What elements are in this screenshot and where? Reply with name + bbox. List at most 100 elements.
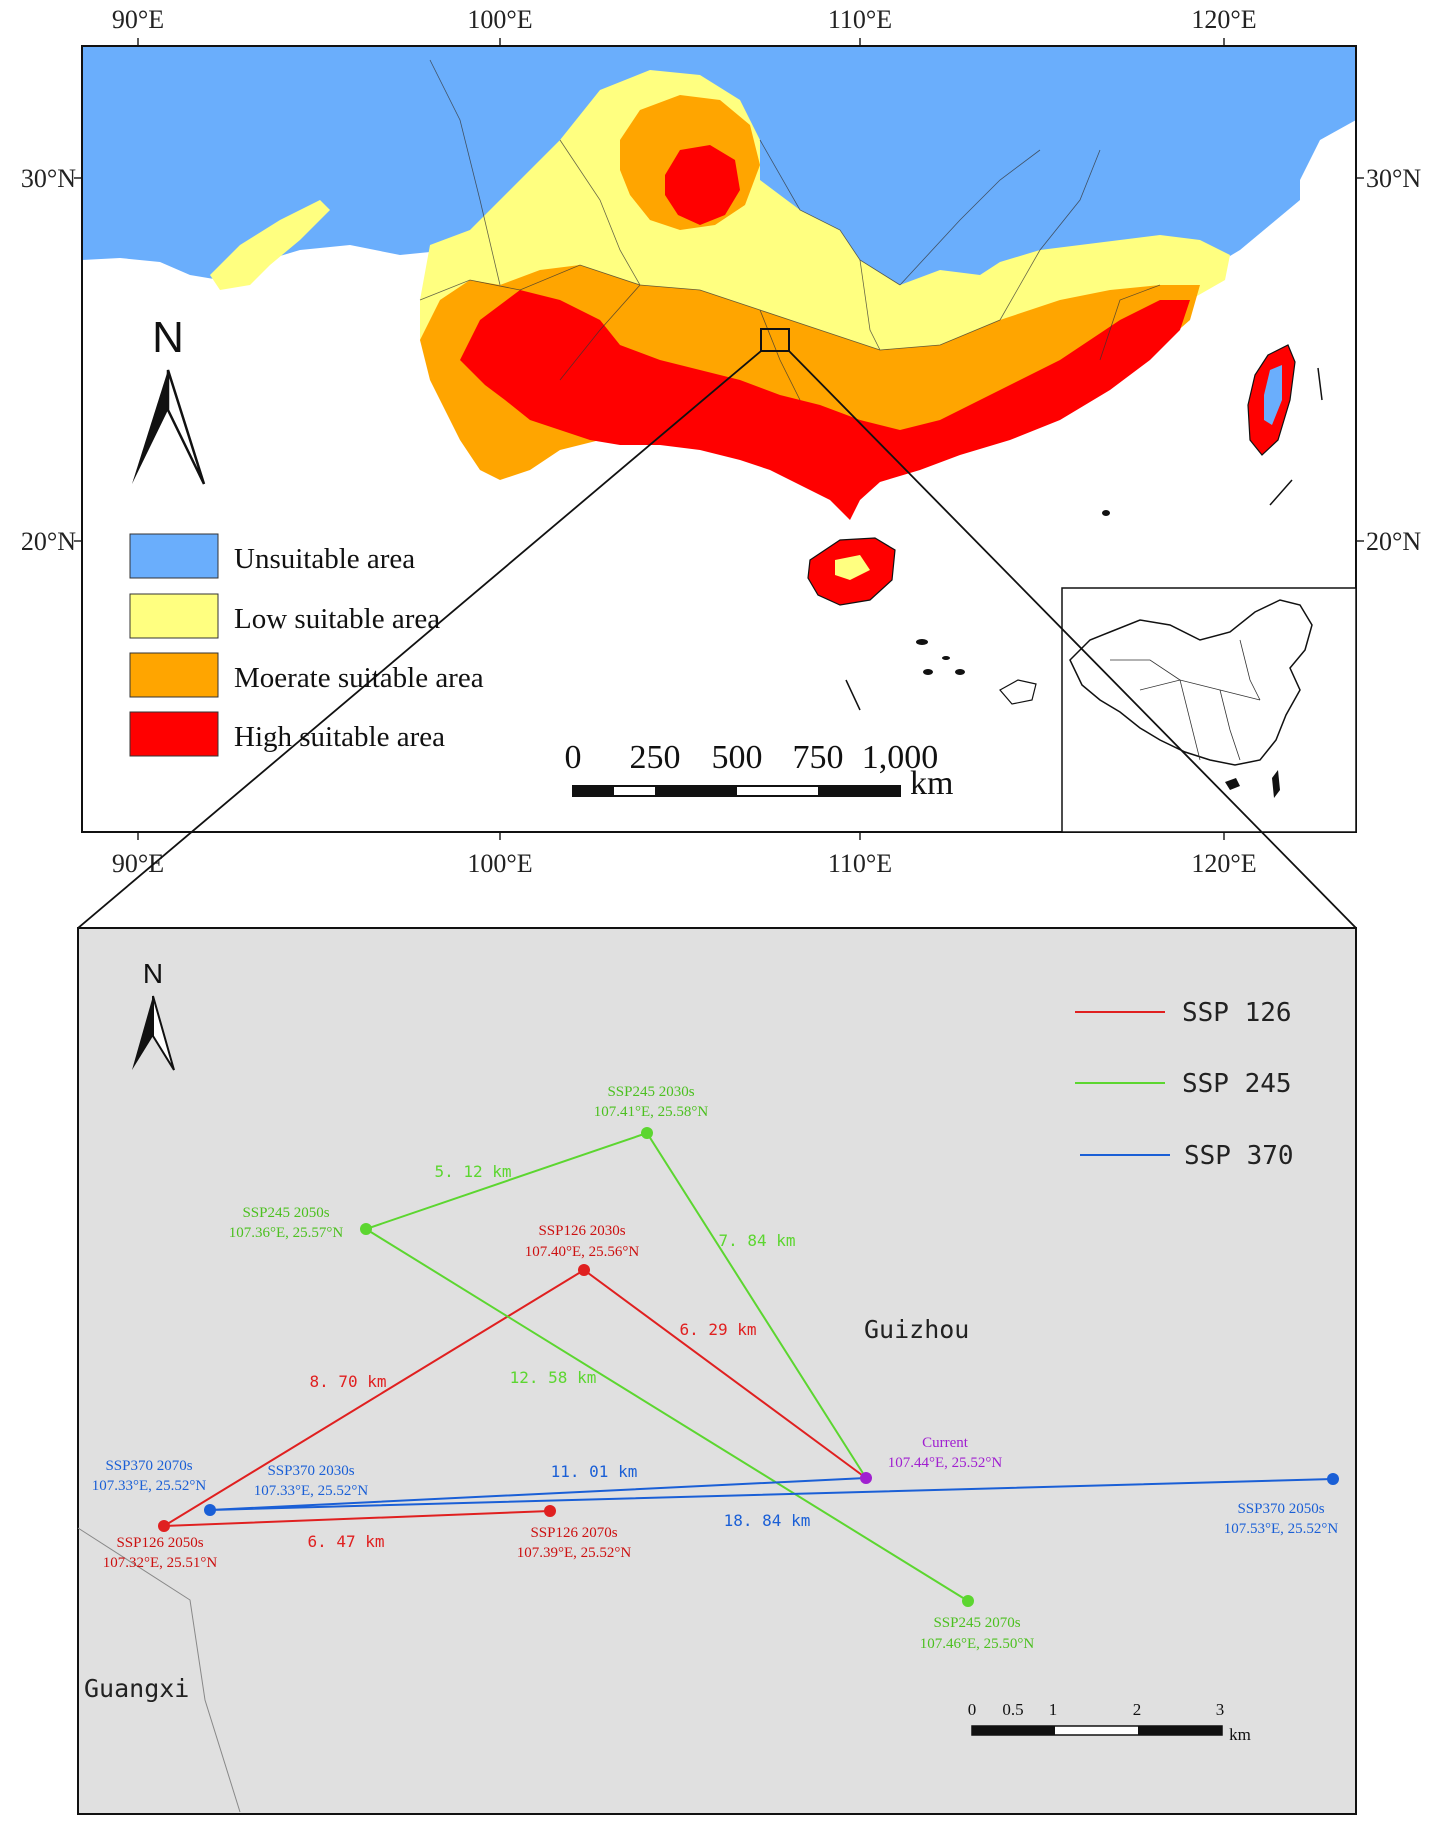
zoom-connectors	[77, 350, 1357, 929]
zoom-connector-left	[77, 350, 762, 929]
label-ssp370-2030-name: SSP370 2030s	[267, 1463, 354, 1479]
legend-swatch-moderate	[129, 652, 219, 698]
label-ssp370-2070-name: SSP370 2070s	[105, 1458, 192, 1474]
guangxi-border	[77, 1527, 241, 1813]
point-ssp126-2030	[578, 1264, 590, 1276]
high-north	[665, 145, 740, 225]
label-ssp126-2030-name: SSP126 2030s	[538, 1223, 625, 1239]
point-ssp126-2050	[158, 1520, 170, 1532]
lon-label-top-100: 100°E	[467, 5, 532, 34]
inset-hainan	[1225, 778, 1240, 790]
distance-ssp245-2030-2050: 5. 12 km	[434, 1162, 511, 1181]
north-arrow-detail: N	[132, 958, 175, 1071]
taiwan-unsuitable	[1264, 365, 1282, 425]
scale-top-seg-1	[573, 786, 614, 796]
hainan-low	[835, 555, 870, 580]
point-ssp245-2070	[962, 1595, 974, 1607]
scale-top-tick-500: 500	[712, 739, 763, 776]
inset-china-map	[1061, 587, 1357, 833]
label-ssp245-2030-coord: 107.41°E, 25.58°N	[594, 1104, 709, 1120]
nine-dash-segment-1	[845, 679, 861, 711]
lat-label-left-30: 30°N	[21, 164, 76, 193]
map-ticks	[74, 38, 1364, 840]
ssp126-path	[160, 1268, 867, 1528]
label-ssp126-2070-name: SSP126 2070s	[530, 1525, 617, 1541]
scale-detail-tick-3: 3	[1216, 1700, 1225, 1719]
legend-item-unsuitable: Unsuitable area	[129, 533, 415, 579]
distance-ssp245-2050-2070: 12. 58 km	[510, 1368, 597, 1387]
point-ssp245-2050	[360, 1223, 372, 1235]
low-suitable-west	[210, 200, 330, 290]
nine-dash-segment-2	[1317, 367, 1323, 401]
point-ssp245-2030	[641, 1127, 653, 1139]
top-map-frame	[81, 45, 1357, 833]
legend-label-high: High suitable area	[234, 721, 445, 753]
high-suitable-region	[460, 290, 1190, 520]
north-arrow-top-label: N	[152, 313, 184, 362]
inset-province-borders	[1110, 639, 1261, 761]
label-ssp245-2050-name: SSP245 2050s	[242, 1205, 329, 1221]
suitability-legend: Unsuitable area Low suitable area Moerat…	[129, 533, 484, 757]
label-ssp245-2070-coord: 107.46°E, 25.50°N	[920, 1636, 1035, 1652]
scale-detail-seg-2	[1138, 1726, 1222, 1735]
lon-label-bottom-90: 90°E	[112, 849, 164, 878]
islet-outline	[999, 679, 1037, 705]
china-outline	[1069, 599, 1313, 766]
label-ssp370-2050-coord: 107.53°E, 25.52°N	[1224, 1521, 1339, 1537]
north-arrow-top-right	[166, 369, 206, 485]
lon-label-bottom-100: 100°E	[467, 849, 532, 878]
legend-label-moderate: Moerate suitable area	[234, 662, 484, 694]
point-markers	[158, 1127, 1339, 1607]
legend-swatch-high	[129, 711, 219, 757]
scale-top-unit: km	[910, 765, 953, 802]
label-ssp126-2030-coord: 107.40°E, 25.56°N	[525, 1244, 640, 1260]
distance-ssp126-current-2030: 6. 29 km	[679, 1320, 756, 1339]
detail-map: N SSP 126 SSP 245 SSP 370 Guizhou Guangx…	[77, 927, 1357, 1815]
label-ssp370-2030-coord: 107.33°E, 25.52°N	[254, 1483, 369, 1499]
legend-item-moderate: Moerate suitable area	[129, 652, 484, 698]
scale-detail-tick-0: 0	[968, 1700, 977, 1719]
point-ssp126-2070	[544, 1505, 556, 1517]
label-ssp370-2070-coord: 107.33°E, 25.52°N	[92, 1478, 207, 1494]
scale-top-tick-1000: 1,000	[862, 739, 939, 776]
north-arrow-detail-label: N	[143, 958, 163, 989]
ssp245-legend-label: SSP 245	[1182, 1069, 1292, 1099]
label-ssp370-2050-name: SSP370 2050s	[1237, 1501, 1324, 1517]
scale-detail-tick-1: 1	[1049, 1700, 1058, 1719]
label-ssp126-2050-coord: 107.32°E, 25.51°N	[103, 1555, 218, 1571]
point-ssp370-2030	[204, 1504, 216, 1516]
label-current-name: Current	[922, 1435, 969, 1451]
legend-item-low: Low suitable area	[129, 593, 440, 639]
lat-label-left-20: 20°N	[21, 527, 76, 556]
scale-bar-top: 0 250 500 750 1,000 km	[565, 739, 954, 802]
point-current	[860, 1472, 872, 1484]
label-ssp245-2070-name: SSP245 2070s	[933, 1615, 1020, 1631]
scale-top-tick-250: 250	[630, 739, 681, 776]
north-arrow-top-left	[132, 370, 168, 484]
inset-frame	[1061, 587, 1357, 833]
lat-label-right-20: 20°N	[1366, 527, 1421, 556]
legend-swatch-unsuitable	[129, 533, 219, 579]
label-current-coord: 107.44°E, 25.52°N	[888, 1455, 1003, 1471]
point-ssp370-2050	[1327, 1473, 1339, 1485]
lon-label-top-110: 110°E	[828, 5, 892, 34]
lon-label-top-120: 120°E	[1191, 5, 1256, 34]
inset-taiwan	[1272, 770, 1280, 798]
ssp126-legend-label: SSP 126	[1182, 998, 1292, 1028]
north-arrow-detail-right	[152, 995, 175, 1071]
scale-top-tick-750: 750	[793, 739, 844, 776]
ssp370-legend-label: SSP 370	[1184, 1141, 1294, 1171]
label-ssp126-2070-coord: 107.39°E, 25.52°N	[517, 1545, 632, 1561]
region-label-guizhou: Guizhou	[864, 1315, 969, 1344]
distance-ssp370-current-2030: 11. 01 km	[551, 1462, 638, 1481]
scale-detail-tick-0-5: 0.5	[1002, 1700, 1023, 1719]
ssp-legend: SSP 126 SSP 245 SSP 370	[1075, 998, 1294, 1171]
scale-detail-tick-2: 2	[1133, 1700, 1142, 1719]
distance-ssp126-2050-2070: 6. 47 km	[307, 1532, 384, 1551]
study-area-marker	[760, 328, 790, 352]
zoom-connector-right	[788, 350, 1357, 929]
lon-label-bottom-120: 120°E	[1191, 849, 1256, 878]
label-ssp126-2050-name: SSP126 2050s	[116, 1535, 203, 1551]
province-borders	[419, 59, 1161, 401]
